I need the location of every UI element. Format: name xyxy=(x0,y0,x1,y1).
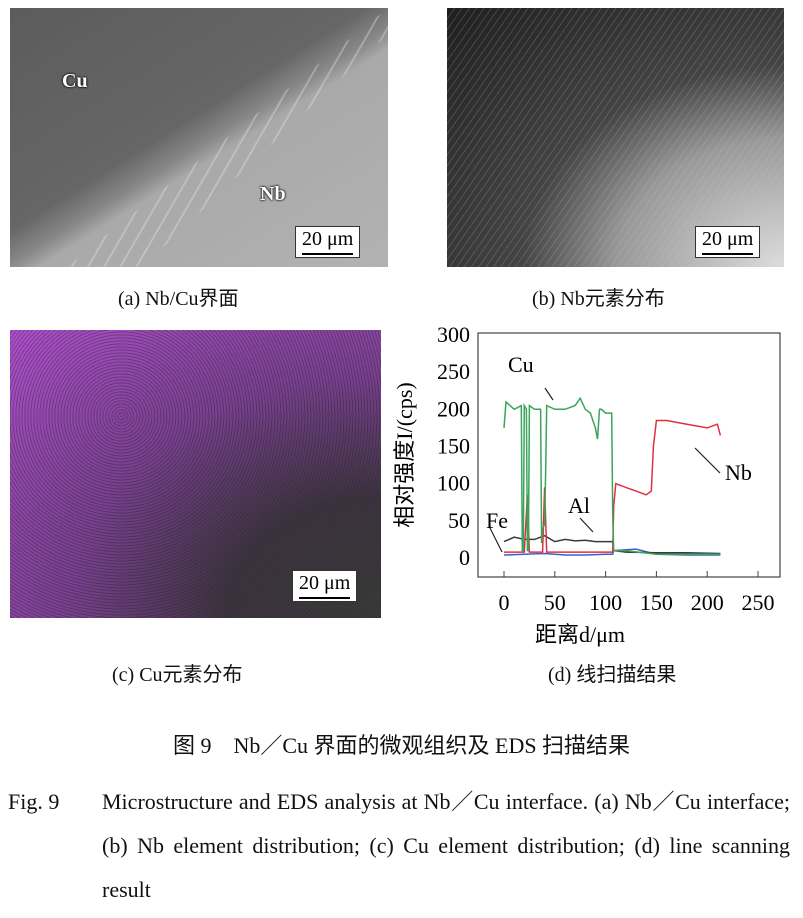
x-tick-label: 0 xyxy=(499,590,510,615)
label-nb: Nb xyxy=(260,183,286,205)
x-tick-label: 50 xyxy=(544,590,566,615)
series-label-fe: Fe xyxy=(486,508,508,533)
nb-element-map: 20 μm xyxy=(447,8,784,267)
figure-caption-text: Microstructure and EDS analysis at Nb／Cu… xyxy=(102,789,790,902)
y-tick-label: 250 xyxy=(437,359,470,384)
series-line-nb xyxy=(504,419,722,553)
scale-bar: 20 μm xyxy=(292,570,358,602)
leader-line xyxy=(489,527,503,553)
leader-line xyxy=(694,447,721,474)
y-axis-label: 相对强度I/(cps) xyxy=(392,382,417,527)
y-tick-label: 0 xyxy=(459,545,470,570)
series-label-nb: Nb xyxy=(725,460,752,485)
y-tick-label: 50 xyxy=(448,508,470,533)
scale-label: 20 μm xyxy=(702,228,754,250)
y-tick-label: 200 xyxy=(437,396,470,421)
x-axis-label: 距离d/μm xyxy=(535,622,625,647)
scale-bar: 20 μm xyxy=(695,226,761,258)
y-tick-label: 300 xyxy=(437,322,470,347)
y-tick-label: 150 xyxy=(437,434,470,459)
x-tick-label: 100 xyxy=(589,590,622,615)
figure-caption-en: Fig. 9 Microstructure and EDS analysis a… xyxy=(8,780,790,912)
series-label-cu: Cu xyxy=(508,352,534,377)
micrograph-nb-cu-interface: Cu Nb 20 μm xyxy=(10,8,388,267)
plot-frame xyxy=(477,332,781,578)
caption-c: (c) Cu元素分布 xyxy=(112,664,243,686)
cu-element-map: 20 μm xyxy=(10,330,381,618)
line-scan-chart: 0 50 100 150 200 250 0 50 100 150 200 250 300 距离d/μm… xyxy=(392,322,781,647)
figure-number: Fig. 9 xyxy=(8,789,60,814)
x-tick-label: 200 xyxy=(691,590,724,615)
x-tick-label: 150 xyxy=(640,590,673,615)
label-cu: Cu xyxy=(62,70,88,92)
caption-d: (d) 线扫描结果 xyxy=(548,664,677,686)
caption-a: (a) Nb/Cu界面 xyxy=(118,288,239,310)
leader-line xyxy=(579,517,594,533)
series-label-al: Al xyxy=(568,493,590,518)
leader-line xyxy=(544,387,554,401)
series-line-cu xyxy=(503,396,721,556)
y-tick-label: 100 xyxy=(437,471,470,496)
scale-label: 20 μm xyxy=(299,572,351,594)
x-tick-label: 250 xyxy=(742,590,775,615)
figure-caption-cn: 图 9 Nb／Cu 界面的微观组织及 EDS 扫描结果 xyxy=(172,733,631,758)
scale-bar: 20 μm xyxy=(295,226,361,258)
scale-label: 20 μm xyxy=(302,228,354,250)
caption-b: (b) Nb元素分布 xyxy=(532,288,665,310)
